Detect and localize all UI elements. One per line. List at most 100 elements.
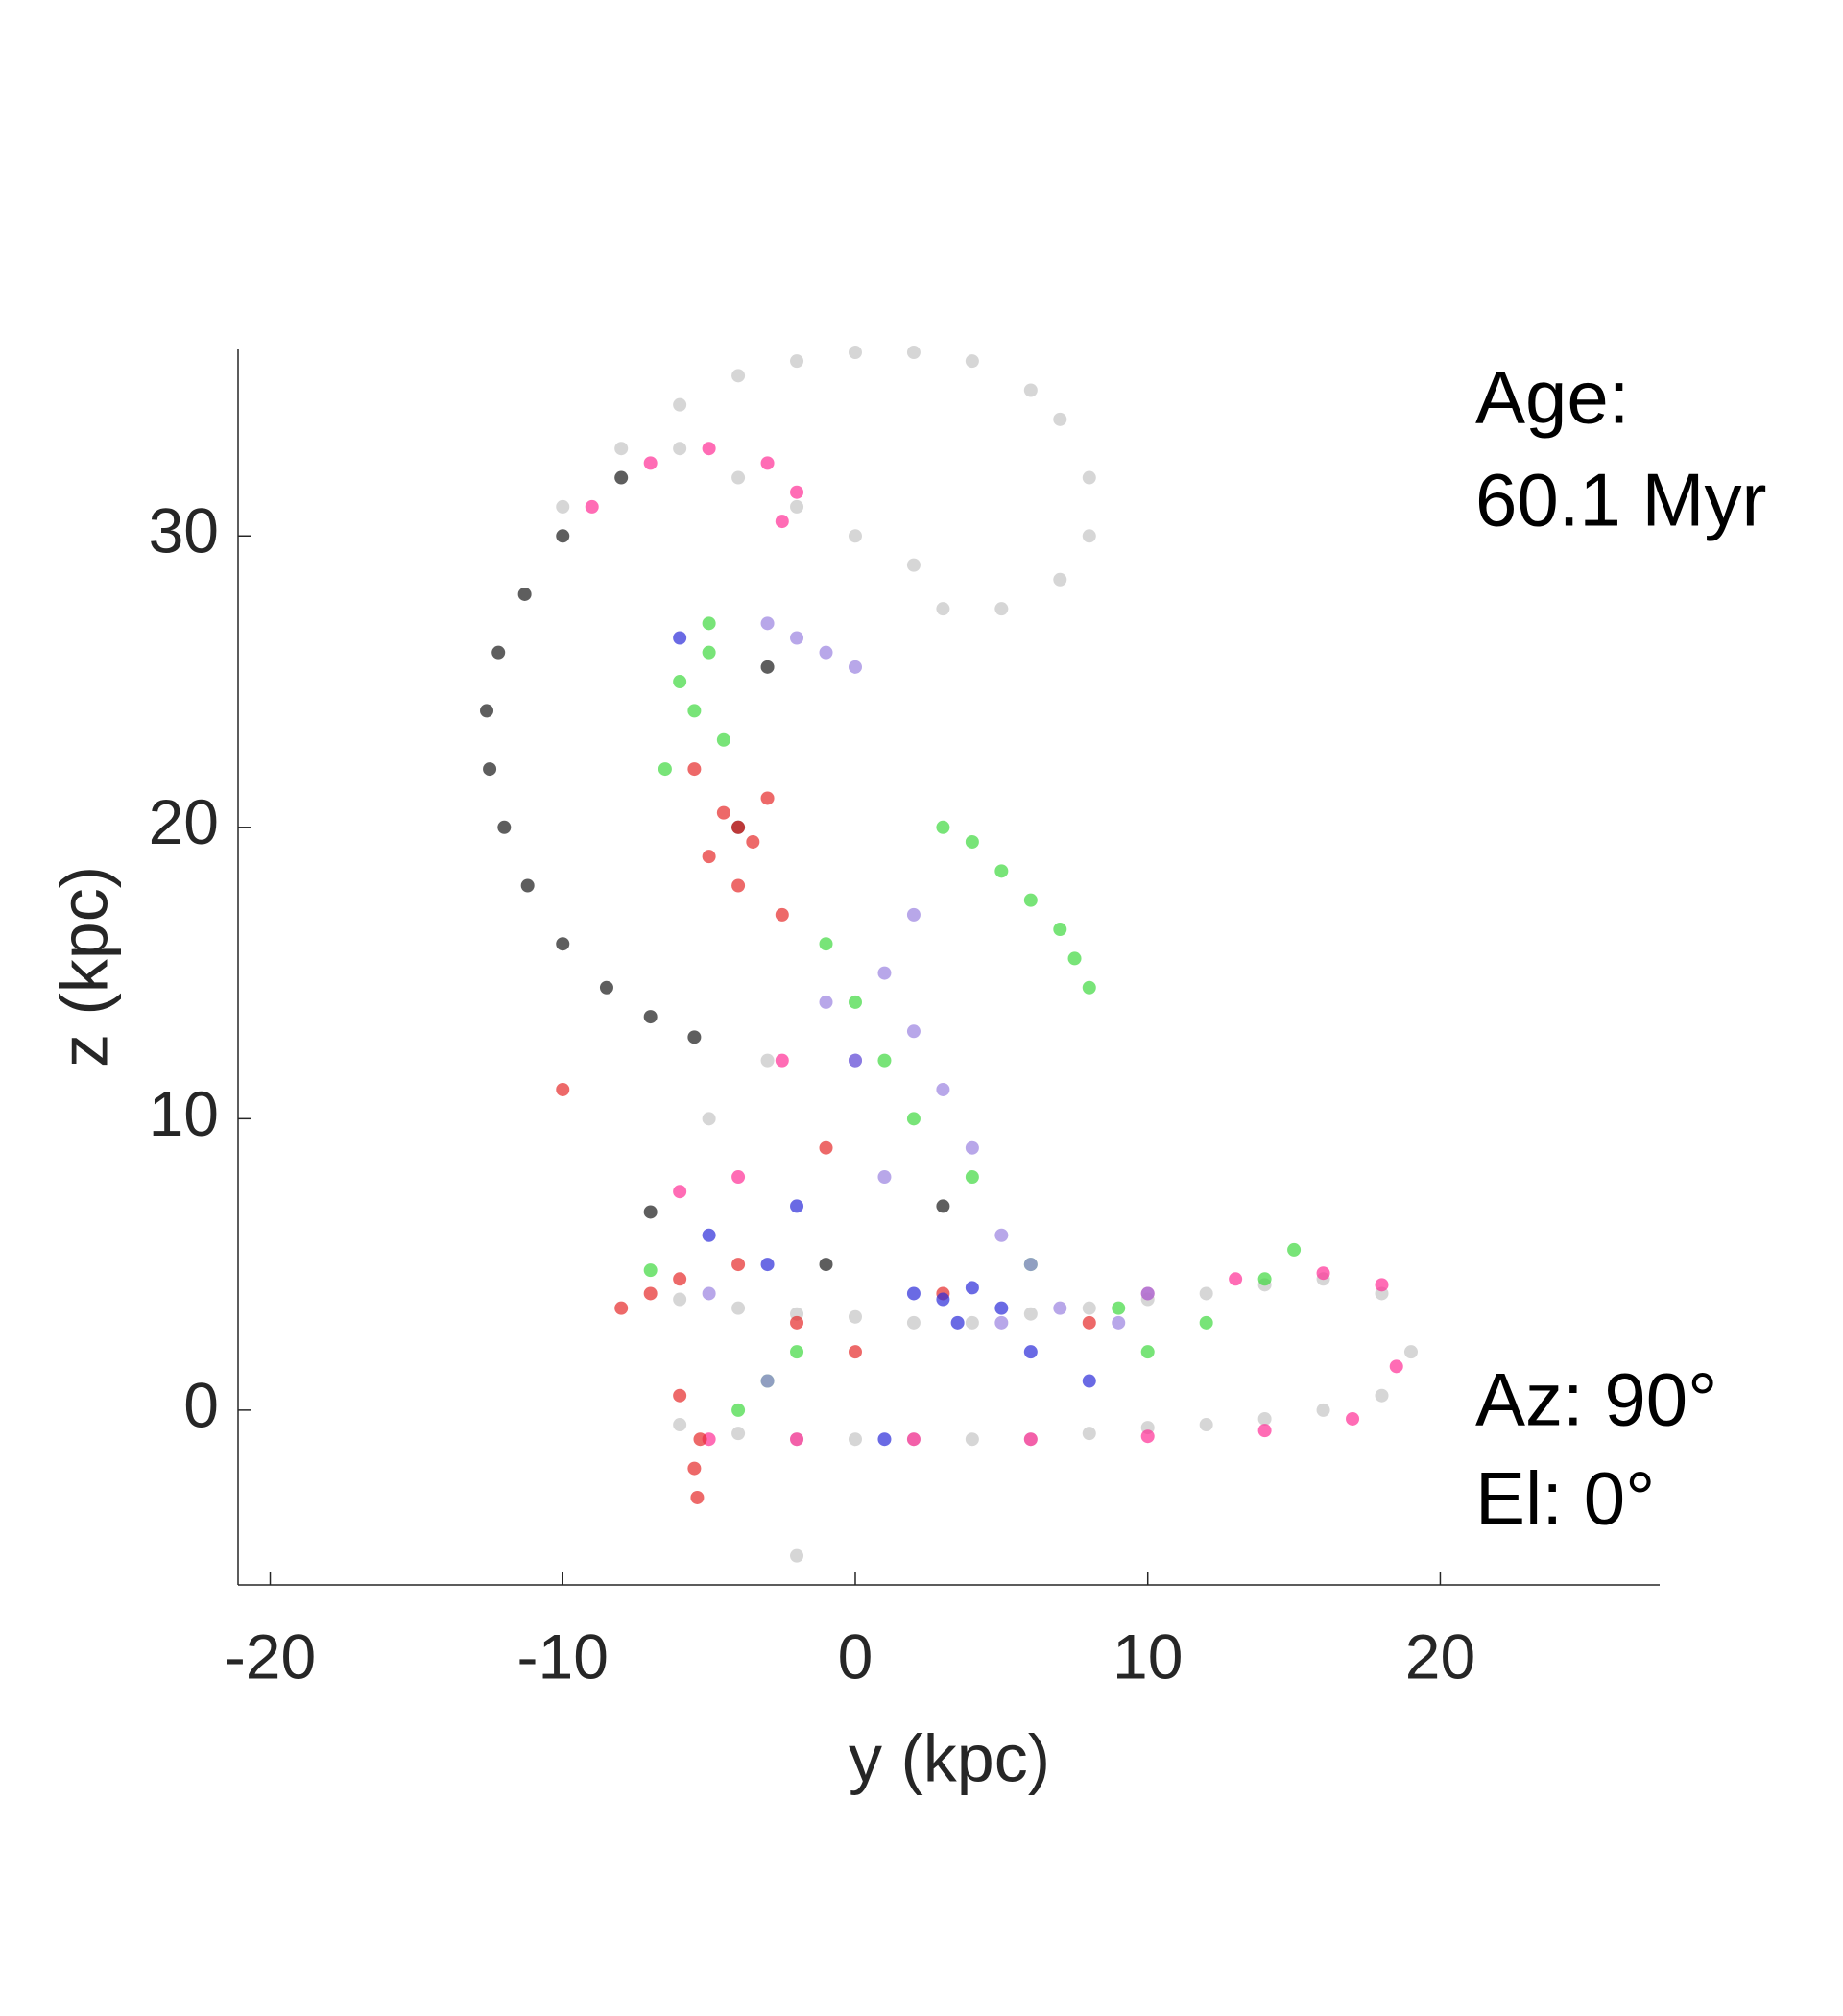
scatter-point — [965, 1432, 979, 1447]
scatter-point — [848, 1309, 862, 1324]
scatter-point — [1053, 412, 1067, 426]
scatter-point — [658, 762, 672, 777]
scatter-point — [731, 1403, 746, 1417]
scatter-point — [556, 1082, 570, 1096]
scatter-point — [1316, 1403, 1330, 1417]
scatter-point — [643, 456, 658, 470]
scatter-point — [1067, 951, 1082, 966]
scatter-point — [1082, 470, 1096, 485]
scatter-point — [994, 1228, 1009, 1242]
scatter-point — [848, 1053, 862, 1068]
scatter-point — [673, 397, 687, 412]
scatter-point — [673, 675, 687, 689]
scatter-point — [1140, 1429, 1155, 1444]
scatter-point — [687, 762, 702, 777]
scatter-point — [1257, 1411, 1272, 1426]
scatter-point — [848, 1345, 862, 1359]
scatter-point — [848, 529, 862, 543]
scatter-point — [1287, 1242, 1302, 1257]
scatter-point — [702, 850, 716, 864]
scatter-point — [775, 1053, 789, 1068]
scatter-point — [775, 515, 789, 529]
scatter-point — [1053, 1301, 1067, 1315]
scatter-point — [690, 1490, 705, 1504]
scatter-point — [716, 805, 730, 820]
scatter-point — [746, 834, 760, 849]
scatter-point — [790, 1315, 804, 1330]
scatter-point — [731, 369, 746, 383]
scatter-point — [760, 616, 775, 631]
scatter-point — [760, 1258, 775, 1272]
scatter-point — [1346, 1411, 1360, 1426]
scatter-point — [1257, 1424, 1272, 1438]
scatter-point — [693, 1432, 707, 1447]
scatter-point — [556, 529, 570, 543]
scatter-point — [906, 1024, 921, 1039]
scatter-point — [643, 1010, 658, 1024]
scatter-point — [790, 354, 804, 369]
annotation: Az: 90° — [1475, 1357, 1717, 1442]
scatter-point — [673, 442, 687, 456]
scatter-point — [790, 631, 804, 645]
scatter-point — [790, 1199, 804, 1213]
scatter-point — [1082, 1374, 1096, 1388]
x-tick-label: -20 — [225, 1620, 316, 1692]
scatter-point — [687, 1461, 702, 1476]
scatter-point — [731, 470, 746, 485]
scatter-point — [1112, 1301, 1126, 1315]
scatter-point — [491, 645, 506, 660]
scatter-point — [731, 1170, 746, 1185]
scatter-point — [614, 442, 629, 456]
scatter-point — [1403, 1345, 1418, 1359]
scatter-point — [1229, 1272, 1243, 1286]
y-tick-label: 0 — [183, 1369, 219, 1440]
scatter-point — [965, 1315, 979, 1330]
scatter-point — [760, 1374, 775, 1388]
scatter-point — [848, 995, 862, 1009]
x-tick-label: 20 — [1405, 1620, 1475, 1692]
scatter-point — [994, 864, 1009, 878]
scatter-point — [687, 704, 702, 718]
scatter-point — [994, 1301, 1009, 1315]
scatter-point — [1140, 1345, 1155, 1359]
scatter-point — [731, 878, 746, 893]
scatter-point — [848, 1432, 862, 1447]
annotation: 60.1 Myr — [1475, 458, 1766, 542]
scatter-point — [906, 1315, 921, 1330]
scatter-point — [731, 1427, 746, 1441]
scatter-point — [994, 602, 1009, 616]
x-axis-label: y (kpc) — [849, 1720, 1050, 1795]
scatter-point — [480, 704, 494, 718]
y-tick-label: 20 — [149, 786, 219, 857]
scatter-point — [1023, 1307, 1038, 1321]
scatter-point — [1023, 383, 1038, 397]
scatter-point — [848, 660, 862, 674]
scatter-point — [936, 1292, 950, 1307]
scatter-point — [1023, 1258, 1038, 1272]
scatter-point — [702, 1112, 716, 1126]
scatter-point — [731, 1258, 746, 1272]
scatter-point — [702, 1286, 716, 1301]
scatter-point — [819, 1140, 833, 1155]
scatter-point — [790, 485, 804, 499]
y-axis-label: z (kpc) — [46, 866, 121, 1068]
scatter-point — [1199, 1418, 1213, 1432]
scatter-point — [1082, 980, 1096, 995]
scatter-point — [614, 470, 629, 485]
scatter-point — [556, 937, 570, 951]
scatter-point — [950, 1315, 965, 1330]
scatter-point — [965, 1281, 979, 1295]
scatter-point — [994, 1315, 1009, 1330]
scatter-point — [877, 966, 892, 980]
scatter-point — [1053, 923, 1067, 937]
scatter-point — [906, 1432, 921, 1447]
scatter-point — [877, 1170, 892, 1185]
scatter-point — [716, 732, 730, 747]
scatter-point — [643, 1205, 658, 1219]
scatter-point — [965, 354, 979, 369]
scatter-point — [731, 1301, 746, 1315]
scatter-point — [877, 1053, 892, 1068]
scatter-point — [673, 1418, 687, 1432]
scatter-point — [702, 1228, 716, 1242]
